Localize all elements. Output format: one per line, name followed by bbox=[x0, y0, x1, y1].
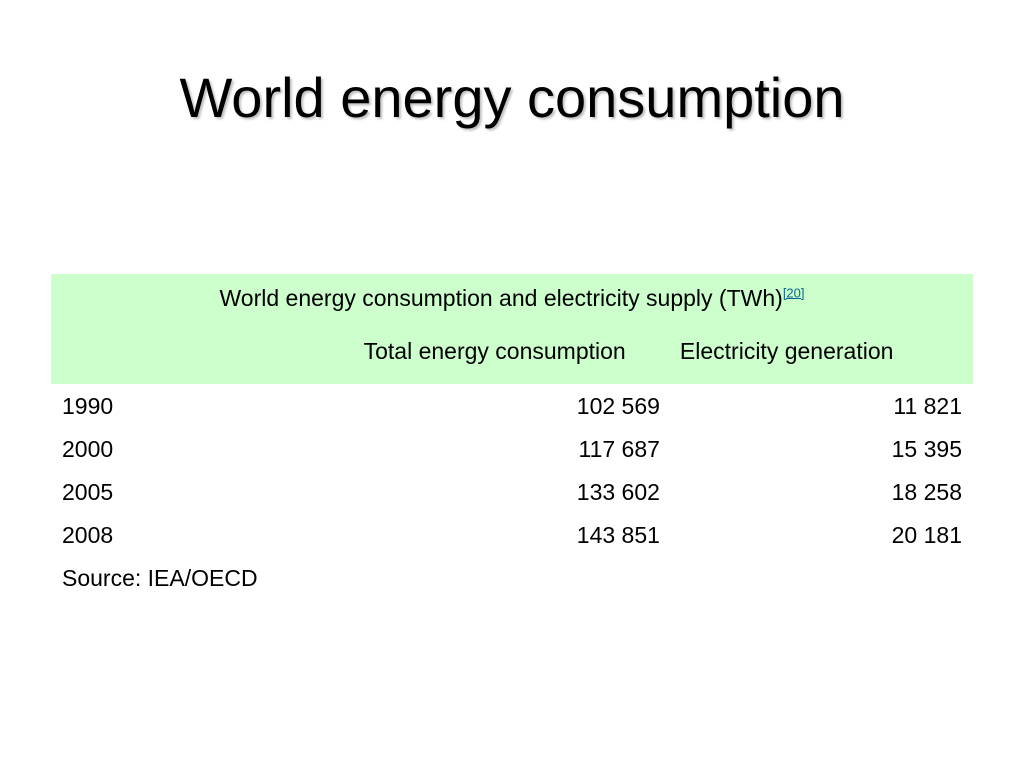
table-source-row: Source: IEA/OECD bbox=[51, 556, 973, 599]
header-year bbox=[51, 318, 352, 384]
table-row: 2008 143 851 20 181 bbox=[51, 513, 973, 556]
slide-title: World energy consumption bbox=[179, 66, 845, 129]
energy-table-container: World energy consumption and electricity… bbox=[51, 274, 973, 599]
cell-total: 117 687 bbox=[578, 435, 660, 462]
table-row: 2005 133 602 18 258 bbox=[51, 470, 973, 513]
table-header-row: Total energy consumption Electricity gen… bbox=[51, 318, 973, 384]
header-total-energy: Total energy consumption bbox=[351, 318, 668, 384]
cell-year: 1990 bbox=[62, 392, 114, 419]
source-note: Source: IEA/OECD bbox=[62, 564, 258, 591]
cell-total: 102 569 bbox=[576, 392, 660, 419]
table-caption: World energy consumption and electricity… bbox=[51, 274, 973, 318]
cell-year: 2000 bbox=[62, 435, 114, 462]
cell-electricity: 15 395 bbox=[891, 435, 962, 462]
cell-total: 133 602 bbox=[576, 478, 660, 505]
header-electricity: Electricity generation bbox=[667, 318, 973, 384]
table-row: 2000 117 687 15 395 bbox=[51, 427, 973, 470]
cell-year: 2005 bbox=[62, 478, 114, 505]
energy-table: World energy consumption and electricity… bbox=[51, 274, 973, 599]
cell-total: 143 851 bbox=[576, 521, 660, 548]
cell-electricity: 11 821 bbox=[893, 392, 962, 419]
cell-electricity: 20 181 bbox=[891, 521, 962, 548]
table-caption-row: World energy consumption and electricity… bbox=[51, 274, 973, 318]
citation-link[interactable]: [20] bbox=[782, 285, 805, 301]
cell-year: 2008 bbox=[62, 521, 114, 548]
table-caption-text: World energy consumption and electricity… bbox=[219, 285, 783, 311]
table-row: 1990 102 569 11 821 bbox=[51, 384, 973, 427]
cell-electricity: 18 258 bbox=[891, 478, 962, 505]
